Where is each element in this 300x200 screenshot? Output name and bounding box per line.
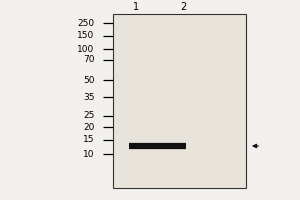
Text: 50: 50 — [83, 76, 94, 85]
Text: 70: 70 — [83, 55, 94, 64]
Text: 2: 2 — [180, 2, 186, 12]
Text: 10: 10 — [83, 150, 94, 159]
Text: 15: 15 — [83, 136, 94, 144]
Text: 100: 100 — [77, 45, 94, 53]
Text: 150: 150 — [77, 31, 94, 40]
Text: 20: 20 — [83, 123, 94, 132]
Text: 250: 250 — [77, 19, 94, 27]
Text: 25: 25 — [83, 112, 94, 120]
Text: 1: 1 — [134, 2, 140, 12]
Bar — [113, 14, 246, 188]
Text: 35: 35 — [83, 92, 94, 102]
